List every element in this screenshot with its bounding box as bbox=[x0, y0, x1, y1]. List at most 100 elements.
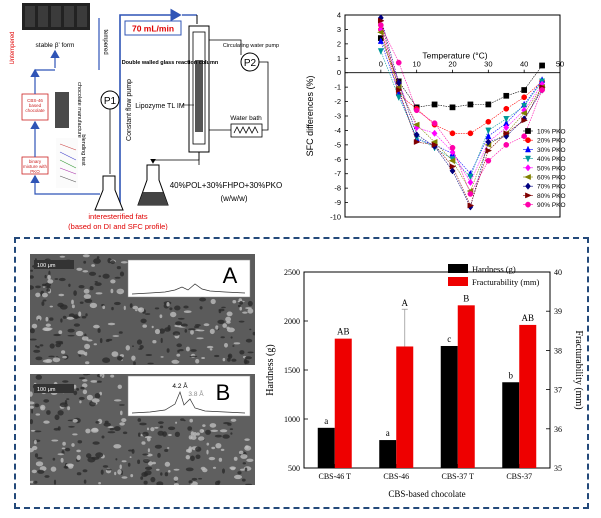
data-point bbox=[525, 182, 531, 190]
crystal-texture bbox=[152, 340, 157, 344]
crystal-texture bbox=[164, 461, 171, 467]
legend-item: 70% PKO bbox=[523, 182, 566, 191]
crystal-texture bbox=[50, 466, 57, 472]
y-tick-label: -9 bbox=[334, 198, 341, 207]
crystal-texture bbox=[52, 457, 56, 461]
crystal-texture bbox=[30, 328, 35, 334]
crystal-texture bbox=[201, 357, 206, 359]
data-point bbox=[525, 145, 531, 153]
crystal-texture bbox=[211, 446, 216, 450]
crystal-texture bbox=[168, 470, 171, 473]
scale-bar-label-a: 100 μm bbox=[37, 263, 56, 269]
crystal-texture bbox=[49, 343, 55, 349]
legend-item: 20% PKO bbox=[523, 137, 566, 145]
crystal-texture bbox=[89, 302, 98, 309]
crystal-texture bbox=[41, 406, 44, 409]
series-9 bbox=[377, 22, 545, 197]
data-point bbox=[524, 174, 531, 180]
crystal-texture bbox=[66, 398, 70, 400]
crystal-texture bbox=[230, 336, 233, 339]
crystal-texture bbox=[244, 445, 252, 451]
data-point bbox=[539, 62, 545, 69]
crystal-texture bbox=[67, 328, 75, 333]
crystal-texture bbox=[137, 418, 142, 422]
data-point bbox=[449, 130, 456, 137]
crystal-texture bbox=[94, 281, 98, 283]
data-point bbox=[485, 147, 493, 154]
bar-legend: Hardness (g) Fracturability (mm) bbox=[448, 264, 539, 287]
crystal-texture bbox=[132, 305, 139, 310]
crystal-texture bbox=[81, 315, 87, 319]
series-line bbox=[380, 50, 543, 178]
y-tick-label: 0 bbox=[337, 68, 341, 77]
crystal-texture bbox=[34, 453, 39, 458]
crystal-texture bbox=[159, 314, 163, 319]
crystal-texture bbox=[60, 318, 63, 323]
series-line bbox=[380, 32, 543, 192]
crystal-texture bbox=[91, 427, 99, 432]
crystal-texture bbox=[119, 422, 125, 426]
legend-label: 90% PKO bbox=[537, 202, 566, 209]
crystal-texture bbox=[252, 331, 255, 336]
crystal-texture bbox=[170, 311, 177, 318]
crystal-texture bbox=[92, 441, 100, 445]
crystal-texture bbox=[160, 356, 164, 358]
crystal-texture bbox=[120, 261, 128, 264]
crystal-texture bbox=[154, 307, 160, 310]
data-point bbox=[395, 87, 403, 94]
crystal-texture bbox=[86, 453, 92, 459]
fracturability-bar bbox=[396, 346, 414, 468]
crystal-texture bbox=[239, 306, 242, 311]
crystal-texture bbox=[147, 427, 149, 431]
crystal-texture bbox=[35, 461, 44, 467]
crystal-texture bbox=[41, 292, 48, 298]
y-tick-label: 3 bbox=[337, 25, 341, 34]
crystal-texture bbox=[208, 456, 216, 461]
crystal-texture bbox=[98, 275, 102, 278]
crystal-texture bbox=[167, 447, 170, 449]
series-8 bbox=[377, 17, 546, 209]
crystal-texture bbox=[73, 323, 80, 327]
crystal-texture bbox=[35, 374, 42, 380]
crystal-texture bbox=[86, 339, 93, 342]
crystal-texture bbox=[239, 301, 244, 305]
data-point bbox=[525, 137, 531, 144]
legend-item: 10% PKO bbox=[523, 128, 566, 136]
crystal-texture bbox=[42, 286, 46, 288]
crystal-texture bbox=[91, 398, 100, 403]
crystal-texture bbox=[159, 328, 165, 334]
stable-form-label: stable β’ form bbox=[36, 42, 75, 49]
y-tick-label: 500 bbox=[288, 464, 300, 473]
crystal-texture bbox=[140, 318, 147, 324]
crystal-texture bbox=[238, 320, 245, 323]
blending-test-label: blending test bbox=[80, 134, 86, 166]
legend-item: 90% PKO bbox=[523, 201, 566, 209]
micrograph-b: 100 μm 4.2 Å 3.8 Å B bbox=[30, 374, 255, 485]
crystal-texture bbox=[78, 311, 82, 317]
binary-box: binary mixture with PKO bbox=[21, 156, 49, 175]
crystal-texture bbox=[95, 421, 100, 424]
crystal-texture bbox=[30, 285, 34, 290]
crystal-texture bbox=[190, 349, 197, 352]
crystal-texture bbox=[233, 456, 238, 461]
crystal-texture bbox=[144, 436, 152, 439]
crystal-texture bbox=[196, 432, 200, 436]
hardness-bar bbox=[317, 427, 335, 468]
crystal-texture bbox=[214, 434, 222, 438]
crystal-texture bbox=[183, 310, 192, 313]
crystal-texture bbox=[244, 356, 252, 360]
crystal-texture bbox=[73, 290, 77, 296]
p1-pump: P1 bbox=[100, 90, 120, 110]
crystal-texture bbox=[247, 351, 254, 354]
data-point bbox=[412, 121, 420, 128]
crystal-texture bbox=[62, 315, 67, 319]
x-axis-label: CBS-based chocolate bbox=[388, 489, 465, 499]
crystal-texture bbox=[48, 270, 51, 277]
crystal-texture bbox=[86, 394, 93, 401]
crystal-texture bbox=[127, 462, 131, 467]
water-bath-label: Water bath bbox=[230, 115, 262, 122]
data-point bbox=[431, 141, 439, 148]
crystal-texture bbox=[93, 343, 97, 346]
data-point bbox=[413, 131, 420, 139]
crystal-texture bbox=[140, 476, 144, 480]
